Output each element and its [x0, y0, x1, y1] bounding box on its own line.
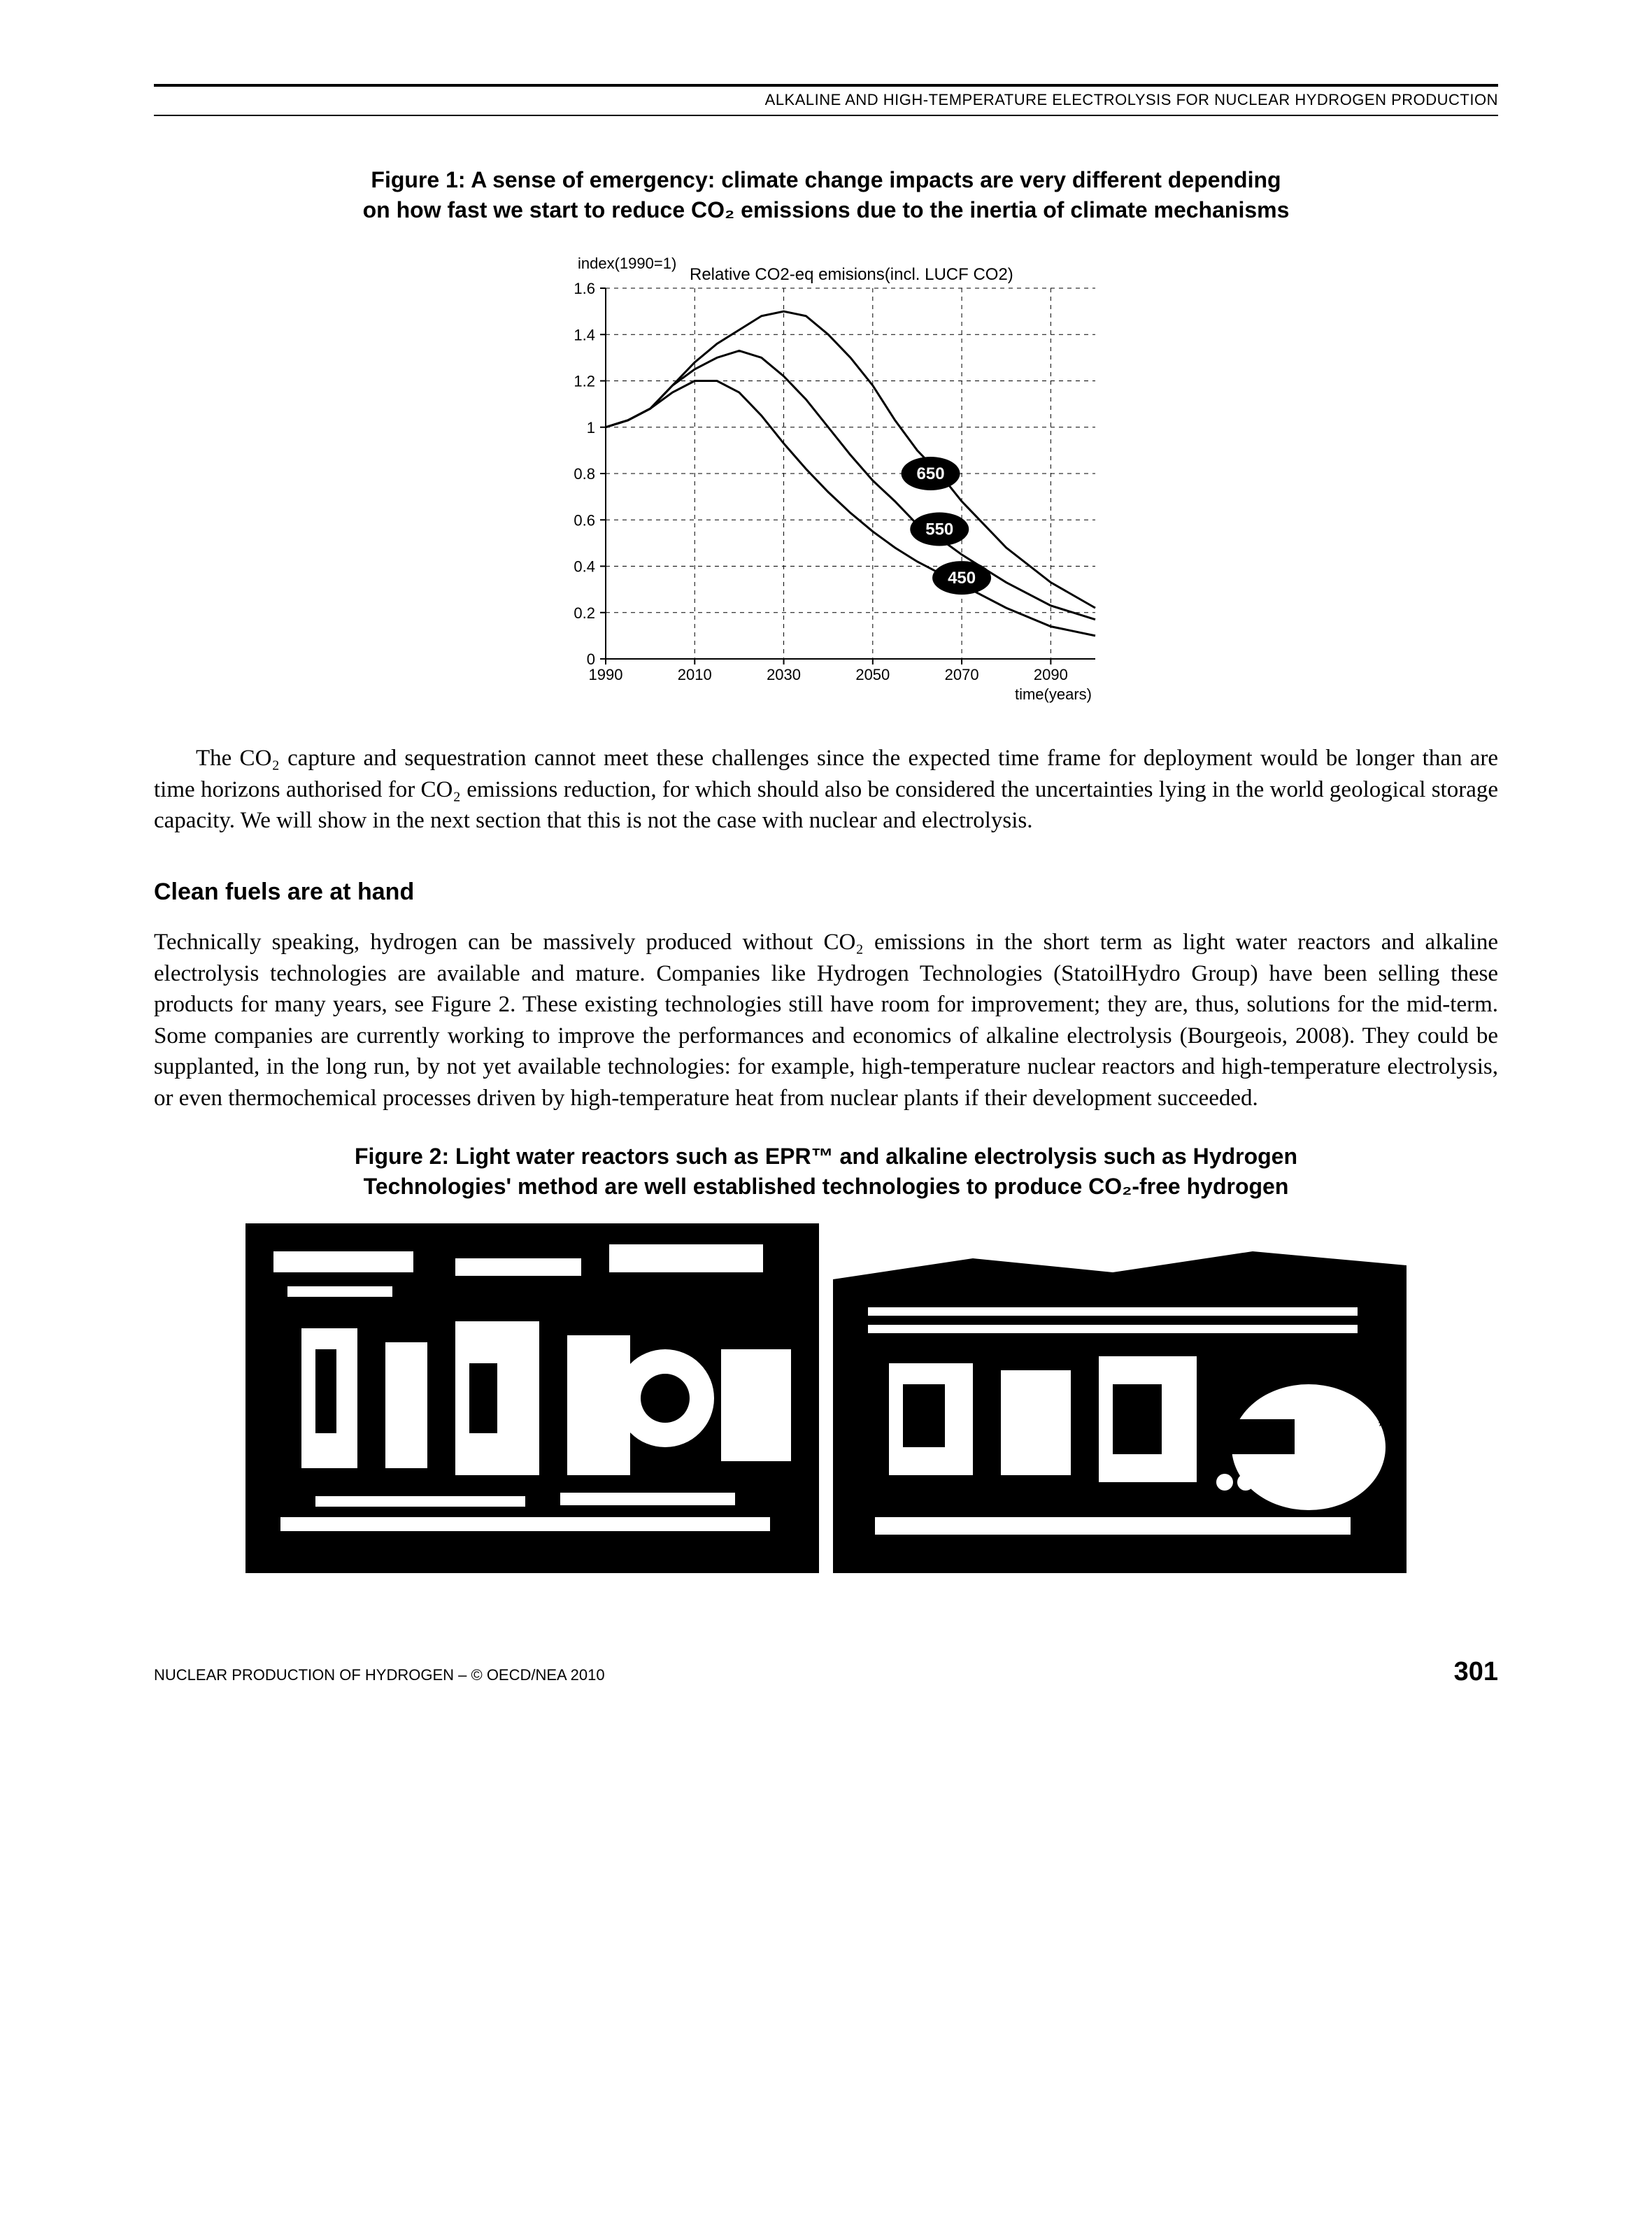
svg-text:0.4: 0.4: [574, 558, 595, 576]
svg-text:2090: 2090: [1034, 666, 1068, 683]
svg-text:2010: 2010: [678, 666, 712, 683]
page-number: 301: [1454, 1657, 1498, 1687]
svg-text:2070: 2070: [945, 666, 979, 683]
svg-text:index(1990=1): index(1990=1): [578, 255, 676, 272]
figure1-chart: index(1990=1) Relative CO2-eq emisions(in…: [154, 246, 1498, 715]
figure2-right-photo: #A: [833, 1223, 1407, 1573]
figure1-caption-line1: Figure 1: A sense of emergency: climate …: [371, 167, 1281, 192]
svg-text:1.4: 1.4: [574, 327, 595, 344]
emissions-line-chart: index(1990=1) Relative CO2-eq emisions(in…: [529, 246, 1123, 715]
svg-text:0.8: 0.8: [574, 465, 595, 483]
svg-text:1.2: 1.2: [574, 373, 595, 390]
svg-text:1.6: 1.6: [574, 280, 595, 297]
footer-citation: NUCLEAR PRODUCTION OF HYDROGEN – © OECD/…: [154, 1666, 605, 1684]
figure2-left-photo: [245, 1223, 819, 1573]
figure2-caption: Figure 2: Light water reactors such as E…: [154, 1142, 1498, 1202]
svg-text:time(years): time(years): [1015, 685, 1092, 703]
svg-text:1990: 1990: [589, 666, 623, 683]
svg-text:0.6: 0.6: [574, 512, 595, 529]
running-header: ALKALINE AND HIGH-TEMPERATURE ELECTROLYS…: [154, 91, 1498, 116]
figure1-caption-line2: on how fast we start to reduce CO₂ emiss…: [363, 197, 1290, 222]
paragraph-1: The CO₂ capture and sequestration cannot…: [154, 743, 1498, 837]
svg-text:1: 1: [587, 419, 595, 436]
svg-text:#A: #A: [1379, 1412, 1397, 1430]
svg-text:550: 550: [925, 520, 953, 539]
figure2-images: #A: [154, 1223, 1498, 1573]
svg-text:Relative CO2-eq emisions(incl.: Relative CO2-eq emisions(incl. LUCF CO2): [690, 265, 1013, 284]
svg-text:0.2: 0.2: [574, 604, 595, 622]
figure1-caption: Figure 1: A sense of emergency: climate …: [154, 165, 1498, 225]
figure2-caption-line1: Figure 2: Light water reactors such as E…: [355, 1144, 1297, 1169]
paragraph-2: Technically speaking, hydrogen can be ma…: [154, 927, 1498, 1114]
svg-text:450: 450: [948, 569, 976, 588]
page-footer: NUCLEAR PRODUCTION OF HYDROGEN – © OECD/…: [154, 1657, 1498, 1687]
svg-text:2050: 2050: [855, 666, 890, 683]
svg-text:2030: 2030: [767, 666, 801, 683]
svg-text:650: 650: [917, 464, 945, 483]
figure2-caption-line2: Technologies' method are well establishe…: [364, 1174, 1289, 1199]
header-rule-top: [154, 84, 1498, 87]
section-heading-clean-fuels: Clean fuels are at hand: [154, 879, 1498, 906]
